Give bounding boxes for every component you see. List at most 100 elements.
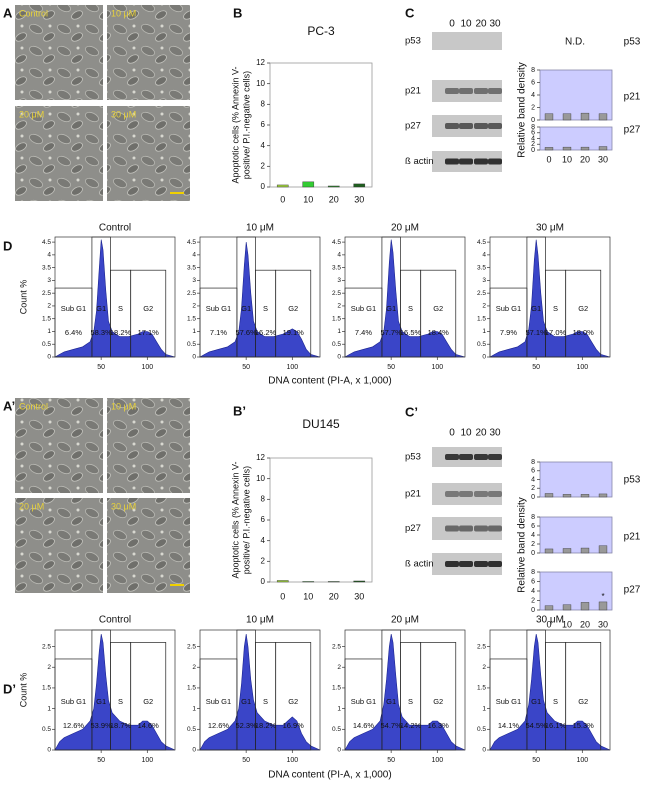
- y-tick-label: 2: [531, 597, 535, 604]
- micrograph-label: 10 μM: [111, 8, 136, 18]
- bar: [598, 113, 608, 121]
- y-tick-label: 3: [337, 277, 341, 284]
- blot-band: [445, 561, 459, 567]
- y-tick-label: 4: [482, 252, 486, 259]
- blot-band: [474, 561, 488, 567]
- y-tick-label: 8: [261, 99, 266, 108]
- chart-title: Control: [99, 615, 131, 626]
- y-tick-label: 8: [531, 459, 535, 466]
- x-tick-label: 0: [280, 591, 285, 601]
- y-tick-label: 2.5: [187, 290, 196, 297]
- x-axis-label: DNA content (PI-A, x 1,000): [268, 770, 391, 781]
- gate-percent: 17.0%: [545, 328, 567, 337]
- x-tick-label: 20: [580, 154, 590, 164]
- gate-name: Sub G1: [351, 304, 376, 313]
- y-tick-label: 6: [261, 120, 266, 129]
- y-tick-label: 1.5: [42, 315, 51, 322]
- blot-name: ß actin: [405, 559, 434, 570]
- blot-band: [474, 88, 488, 94]
- blot-label: p53: [624, 475, 641, 486]
- x-tick-label: 100: [576, 364, 588, 371]
- gate-name: S: [118, 697, 123, 706]
- gate-name: G1: [531, 304, 541, 313]
- blot-band: [474, 525, 488, 532]
- gate-percent: 18.0%: [573, 328, 595, 337]
- blot-band: [459, 158, 473, 165]
- blot-name: p53: [405, 452, 421, 463]
- y-tick-label: 4: [261, 536, 266, 545]
- plot-frame: [344, 236, 466, 358]
- y-tick-label: 0.5: [332, 341, 341, 348]
- bar: [353, 580, 366, 583]
- bar: [598, 601, 608, 611]
- bar: [580, 146, 590, 151]
- y-tick-label: 1.5: [332, 685, 341, 692]
- histogram-area: [53, 239, 176, 358]
- y-tick-label: 8: [531, 569, 535, 576]
- blot-band: [459, 123, 473, 129]
- plot-background: [539, 69, 613, 121]
- blot-band: [488, 158, 502, 165]
- y-tick-label: 0: [531, 550, 535, 557]
- gate-percent: 16.3%: [428, 721, 450, 730]
- x-tick-label: 0: [280, 194, 285, 204]
- y-tick-label: 3.5: [332, 264, 341, 271]
- bar: [562, 604, 572, 611]
- gate-name: G2: [433, 304, 443, 313]
- y-tick-label: 4.5: [332, 239, 341, 246]
- gate-percent: 58.3%: [91, 328, 113, 337]
- y-tick-label: 1: [337, 705, 341, 712]
- y-tick-label: 1: [482, 328, 486, 335]
- y-tick-label: 10: [256, 79, 265, 88]
- chart-title: 20 μM: [391, 223, 419, 234]
- y-tick-label: 1: [337, 328, 341, 335]
- y-tick-label: 8: [531, 67, 535, 74]
- gate-name: Sub G1: [61, 304, 86, 313]
- y-tick-label: 4: [337, 252, 341, 259]
- y-tick-label: 4: [531, 588, 535, 595]
- bar: [580, 602, 590, 611]
- y-axis-label: positive/ P.I.-negative cells): [241, 71, 251, 179]
- gate-name: G2: [288, 304, 298, 313]
- bar: [544, 147, 554, 151]
- lane-label: 0: [449, 428, 455, 439]
- panel-letter: A: [3, 5, 13, 20]
- x-tick-label: 100: [141, 364, 153, 371]
- y-axis-label: Relative band density: [517, 62, 528, 158]
- y-tick-label: 3.5: [477, 264, 486, 271]
- gate-name: S: [553, 697, 558, 706]
- chart-title: PC-3: [307, 24, 335, 38]
- bar: [544, 605, 554, 611]
- histogram-area: [198, 242, 321, 358]
- x-tick-label: 30: [598, 619, 608, 629]
- gate-percent: 54.5%: [526, 721, 548, 730]
- y-tick-label: 0: [192, 747, 196, 754]
- gate-name: S: [408, 304, 413, 313]
- bar: [353, 183, 366, 188]
- gate-name: G1: [96, 697, 106, 706]
- gate-name: G2: [433, 697, 443, 706]
- gate-percent: 16.5%: [400, 328, 422, 337]
- x-tick-label: 50: [97, 757, 105, 764]
- bar: [598, 146, 608, 151]
- blot-band: [459, 88, 473, 94]
- histogram-area: [199, 634, 321, 751]
- gate-percent: 18.2%: [110, 328, 132, 337]
- gate-percent: 14.2%: [400, 721, 422, 730]
- x-tick-label: 50: [387, 364, 395, 371]
- y-tick-label: 1.5: [477, 315, 486, 322]
- gate-percent: 18.7%: [110, 721, 132, 730]
- x-tick-label: 50: [532, 757, 540, 764]
- y-tick-label: 2: [531, 141, 535, 148]
- gate-percent: 16.9%: [283, 721, 305, 730]
- gate-percent: 57.6%: [236, 328, 258, 337]
- histogram-area: [489, 634, 611, 751]
- bar: [276, 184, 289, 188]
- micrograph-label: 20 μM: [19, 109, 44, 119]
- plot-background: [539, 461, 613, 498]
- gate-percent: 17.1%: [138, 328, 160, 337]
- y-tick-label: 3: [192, 277, 196, 284]
- micrograph-label: 10 μM: [111, 401, 136, 411]
- gate-name: S: [118, 304, 123, 313]
- y-tick-label: 0.5: [42, 341, 51, 348]
